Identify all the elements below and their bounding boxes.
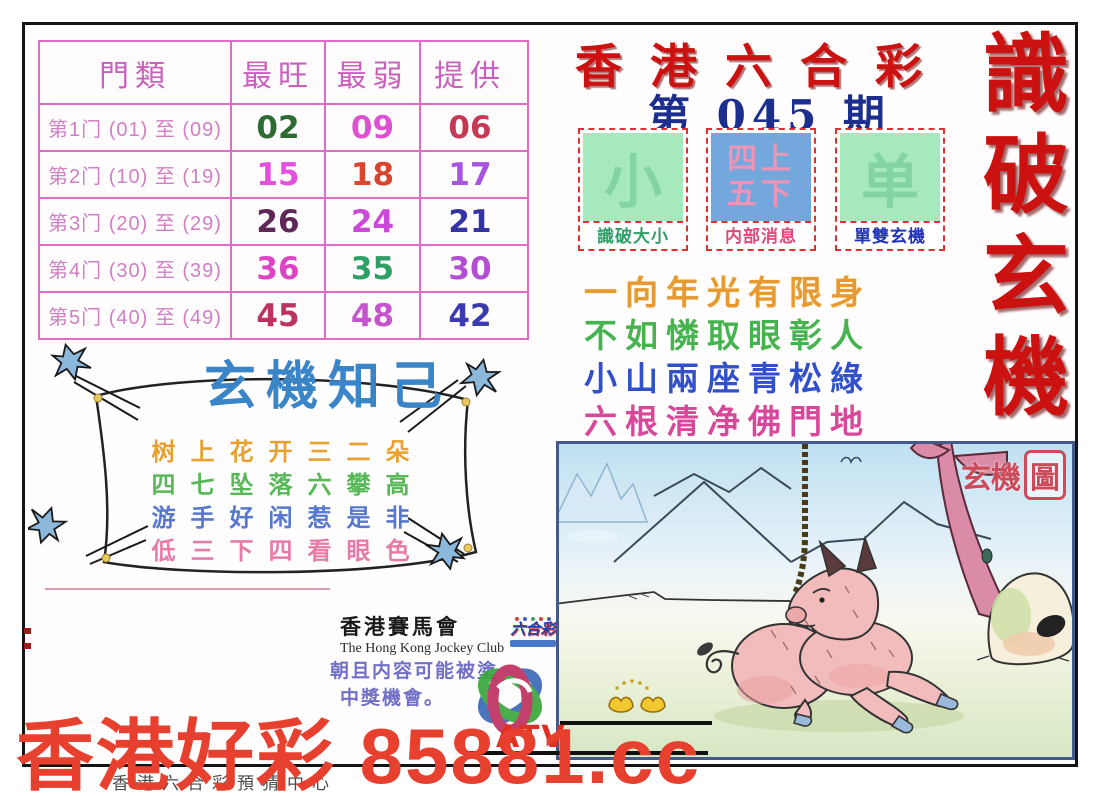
verse-line: 不如憐取眼彰人 [584,317,871,354]
prediction-value: 小 [583,133,683,221]
verse-line: 小山兩座青松綠 [584,360,871,397]
atv-rings-icon [460,648,560,753]
prediction-value: 四上五下 [727,143,795,211]
badge-ribbon [510,640,556,647]
mystic-picture-drawing [552,436,1075,757]
bird-icon [49,339,94,385]
badge-label: 六合彩 [510,621,556,638]
offer-number: 17 [448,156,492,193]
mark-six-badge: 六合彩 [502,608,564,658]
offer-number: 30 [448,250,492,287]
banner-cloth-birds-drawing [21,339,504,574]
hottest-number: 36 [256,250,300,287]
table-row: 第3门 (20) 至 (29) 26 24 21 [40,197,527,244]
side-slogan-vertical: 識破玄機 [983,24,1069,428]
picture-label-boxed-char: 圖 [1024,450,1066,500]
prediction-box-insider: 四上五下 内部消息 [706,128,816,251]
right-verse: 一向年光有限身 不如憐取眼彰人 小山兩座青松綠 六根清净佛門地 [584,266,934,440]
footer-text: 香港六合彩預猜中心 [112,774,337,793]
table-header-row: 門類 最旺 最弱 提供 [40,42,527,103]
hottest-number: 02 [256,109,300,146]
prediction-box-size: 小 識破大小 [578,128,688,251]
table-row: 第2门 (10) 至 (19) 15 18 17 [40,150,527,197]
table-row: 第4门 (30) 至 (39) 36 35 30 [40,244,527,291]
row-label: 第2门 (10) 至 (19) [48,166,222,188]
row-label: 第5门 (40) 至 (49) [48,307,222,329]
notice-line: 朝且内容可能被塗 [330,661,499,682]
black-line [465,751,708,755]
jockey-club-name-en: The Hong Kong Jockey Club [340,641,505,656]
banner-verse-line: 低三下四看眼色 [151,538,425,565]
header-hottest: 最旺 [230,42,324,103]
badge-stars-icon [502,608,564,621]
prediction-caption: 單雙玄機 [840,221,940,246]
prediction-caption: 識破大小 [583,221,683,246]
hottest-number: 15 [256,156,300,193]
banner-verse-line: 四七坠落六攀高 [151,472,425,499]
header-weakest: 最弱 [324,42,419,103]
header-gate: 門類 [99,58,171,94]
row-label: 第1门 (01) 至 (09) [48,119,222,141]
banner-verse-line: 树上花开三二朵 [151,439,425,466]
atv-label: ATV [496,720,567,755]
weakest-number: 48 [350,297,395,334]
notice-line: 中獎機會。 [340,688,446,709]
verse-line: 六根清净佛門地 [584,403,871,440]
mystic-picture: 玄機 圖 [552,436,1075,760]
picture-label-text: 玄機 [961,461,1021,496]
offer-number: 21 [448,203,492,240]
weakest-number: 18 [350,156,395,193]
watermark-site-text: 香港好彩 85881.cc [16,712,702,796]
verse-line: 一向年光有限身 [584,274,871,311]
page-title: 香港六合彩 [575,40,950,95]
prediction-box-oddeven: 单 單雙玄機 [835,128,945,251]
black-line [560,721,712,725]
gold-ingots-icon [608,679,666,713]
hottest-number: 26 [256,203,300,240]
header-offer: 提供 [419,42,519,103]
divider-line [45,588,330,590]
weakest-number: 35 [350,250,395,287]
offer-number: 06 [448,109,492,146]
table-row: 第1门 (01) 至 (09) 02 09 06 [40,103,527,150]
weakest-number: 24 [350,203,395,240]
banner-illustration [21,339,543,602]
weakest-number: 09 [350,109,395,146]
notice-text: 朝且内容可能被塗 中獎機會。 [330,658,498,712]
hottest-number: 45 [256,297,300,334]
banner-verse: 树上花开三二朵 四七坠落六攀高 游手好闲惹是非 低三下四看眼色 [88,432,488,565]
row-label: 第3门 (20) 至 (29) [48,213,222,235]
gate-statistics-table: 門類 最旺 最弱 提供 第1门 (01) 至 (09) 02 09 06 第2门… [38,40,529,340]
jockey-club-block: 香港賽馬會 The Hong Kong Jockey Club [340,611,504,657]
table-row: 第5门 (40) 至 (49) 45 48 42 [40,291,527,338]
row-label: 第4门 (30) 至 (39) [48,260,222,282]
edge-mark [24,628,31,634]
jockey-club-name-cn: 香港賽馬會 [340,616,460,639]
picture-label: 玄機 圖 [961,450,1066,500]
prediction-value: 单 [840,133,940,221]
banner-verse-line: 游手好闲惹是非 [151,505,425,532]
edge-mark [24,643,31,649]
bird-icon [21,500,70,549]
offer-number: 42 [448,297,492,334]
prediction-caption: 内部消息 [711,221,811,246]
banner-title: 玄機知己 [203,356,452,417]
